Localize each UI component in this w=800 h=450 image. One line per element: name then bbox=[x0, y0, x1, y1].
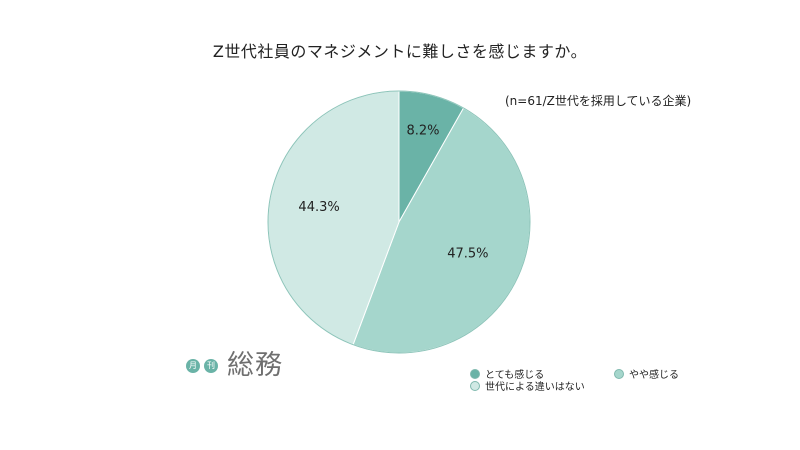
legend-label-very: とても感じる bbox=[485, 370, 545, 381]
chart-title: Z世代社員のマネジメントに難しさを感じますか。 bbox=[212, 42, 588, 61]
legend-item-very: とても感じる bbox=[470, 366, 544, 381]
pie-label-no-difference: 44.3% bbox=[298, 200, 339, 215]
publisher-logo: 月 刊 総務 bbox=[186, 351, 283, 381]
legend-swatch-somewhat bbox=[614, 368, 624, 379]
pie-outline bbox=[267, 90, 531, 354]
logo-name: 総務 bbox=[227, 350, 283, 381]
legend-label-somewhat: やや感じる bbox=[629, 370, 679, 381]
legend-swatch-very bbox=[470, 368, 480, 379]
legend-label-no-difference: 世代による違いはない bbox=[485, 382, 585, 393]
logo-badge-publication: 刊 bbox=[204, 359, 218, 373]
legend-item-somewhat: やや感じる bbox=[614, 366, 679, 381]
logo-badge-month: 月 bbox=[186, 359, 200, 373]
pie-label-somewhat: 47.5% bbox=[447, 247, 488, 262]
pie-label-very: 8.2% bbox=[407, 123, 440, 138]
legend-item-no-difference: 世代による違いはない bbox=[470, 378, 585, 393]
legend-swatch-no-difference bbox=[470, 380, 480, 391]
sample-note: (n=61/Z世代を採用している企業) bbox=[505, 94, 692, 108]
